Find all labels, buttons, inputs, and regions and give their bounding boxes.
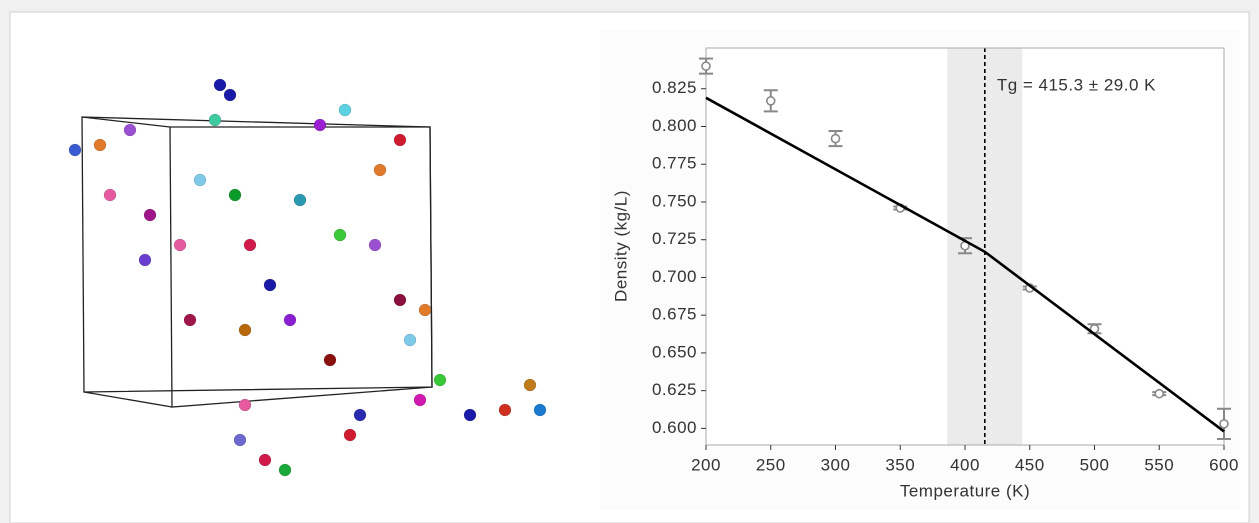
atom xyxy=(498,403,512,417)
atom xyxy=(353,408,367,422)
x-tick-label: 450 xyxy=(1015,455,1045,474)
atom xyxy=(183,313,197,327)
y-tick-label: 0.650 xyxy=(652,342,697,361)
atom xyxy=(213,78,227,92)
atom xyxy=(238,398,252,412)
atom xyxy=(263,278,277,292)
x-tick-label: 400 xyxy=(950,455,980,474)
atom xyxy=(323,353,337,367)
data-point xyxy=(701,61,711,71)
y-tick-label: 0.750 xyxy=(652,191,697,210)
y-tick-label: 0.675 xyxy=(652,305,697,324)
cell-edge xyxy=(81,116,171,128)
fit-line xyxy=(705,96,1225,433)
atom xyxy=(418,303,432,317)
x-tick-label: 500 xyxy=(1080,455,1110,474)
x-tick-label: 350 xyxy=(885,455,915,474)
atom xyxy=(123,123,137,137)
atom xyxy=(243,238,257,252)
y-tick-label: 0.825 xyxy=(652,78,697,97)
data-point xyxy=(830,133,841,144)
y-tick-label: 0.700 xyxy=(652,267,697,286)
atom xyxy=(233,433,247,447)
atom xyxy=(523,378,537,392)
atom xyxy=(238,323,252,337)
y-tick-label: 0.775 xyxy=(652,154,697,173)
atom xyxy=(93,138,107,152)
atom xyxy=(338,103,352,117)
atom xyxy=(343,428,357,442)
atom xyxy=(368,238,382,252)
x-tick-label: 250 xyxy=(756,455,786,474)
atom xyxy=(293,193,307,207)
atom xyxy=(278,463,292,477)
atom xyxy=(193,173,207,187)
tg-annotation: Tg = 415.3 ± 29.0 K xyxy=(997,75,1156,94)
molecule-image xyxy=(81,116,433,408)
atom xyxy=(313,118,327,132)
atom xyxy=(463,408,477,422)
atom xyxy=(413,393,427,407)
atom xyxy=(533,403,547,417)
y-tick-label: 0.725 xyxy=(652,229,697,248)
atom xyxy=(403,333,417,347)
atom xyxy=(393,293,407,307)
x-tick-label: 200 xyxy=(691,455,721,474)
atom xyxy=(373,163,387,177)
atom xyxy=(283,313,297,327)
atom xyxy=(143,208,157,222)
atom xyxy=(138,253,152,267)
cell-edge xyxy=(169,126,433,408)
data-point xyxy=(1154,388,1165,399)
x-tick-label: 300 xyxy=(821,455,851,474)
atom xyxy=(393,133,407,147)
y-tick-label: 0.625 xyxy=(652,380,697,399)
atom xyxy=(208,113,222,127)
atom xyxy=(103,188,117,202)
y-axis-label: Density (kg/L) xyxy=(611,190,630,302)
cell-edge xyxy=(83,391,173,408)
atom xyxy=(333,228,347,242)
x-tick-label: 550 xyxy=(1144,455,1174,474)
data-point xyxy=(1219,419,1229,429)
data-point xyxy=(765,96,776,106)
atom xyxy=(228,188,242,202)
atoms xyxy=(68,78,547,477)
x-tick-label: 600 xyxy=(1209,455,1239,474)
x-axis-label: Temperature (K) xyxy=(900,481,1030,500)
atom xyxy=(173,238,187,252)
atom xyxy=(68,143,82,157)
atom xyxy=(223,88,237,102)
y-tick-label: 0.600 xyxy=(652,418,697,437)
atom xyxy=(433,373,447,387)
atom xyxy=(258,453,272,467)
y-tick-label: 0.800 xyxy=(652,116,697,135)
